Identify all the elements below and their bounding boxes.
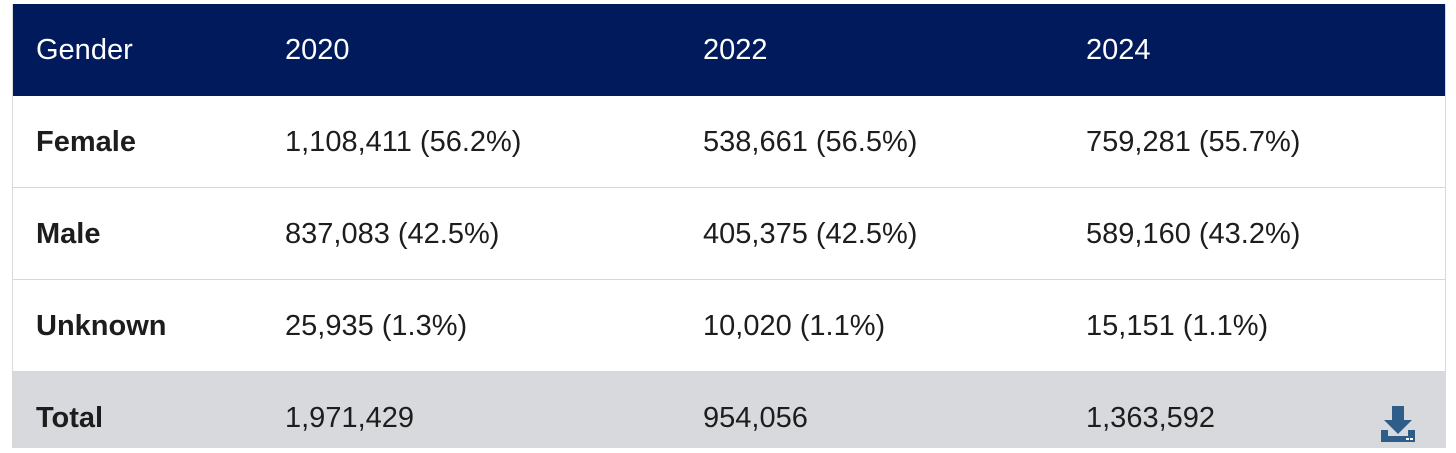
table-row: Unknown 25,935 (1.3%) 10,020 (1.1%) 15,1…	[13, 280, 1445, 372]
gender-table: Gender 2020 2022 2024 Female 1,108,411 (…	[12, 4, 1446, 448]
total-row: Total 1,971,429 954,056 1,363,592	[13, 372, 1445, 448]
download-icon	[1381, 406, 1415, 442]
total-2022: 954,056	[703, 402, 808, 434]
row-label: Unknown	[36, 310, 167, 342]
table-row: Female 1,108,411 (56.2%) 538,661 (56.5%)…	[13, 96, 1445, 188]
row-label: Male	[36, 218, 101, 250]
table-row: Male 837,083 (42.5%) 405,375 (42.5%) 589…	[13, 188, 1445, 280]
table-header-row: Gender 2020 2022 2024	[13, 4, 1445, 96]
row-label: Female	[36, 126, 136, 158]
cell-2024: 15,151 (1.1%)	[1086, 310, 1269, 342]
total-2020: 1,971,429	[285, 402, 415, 434]
cell-2020: 1,108,411 (56.2%)	[285, 126, 522, 158]
header-gender: Gender	[36, 34, 133, 66]
cell-2022: 405,375 (42.5%)	[703, 218, 918, 250]
cell-2024: 759,281 (55.7%)	[1086, 126, 1301, 158]
header-2020: 2020	[285, 34, 350, 66]
cell-2022: 538,661 (56.5%)	[703, 126, 918, 158]
total-label: Total	[36, 402, 104, 434]
total-2024: 1,363,592	[1086, 402, 1216, 434]
cell-2022: 10,020 (1.1%)	[703, 310, 886, 342]
header-2024: 2024	[1086, 34, 1151, 66]
download-button[interactable]	[1378, 400, 1418, 448]
cell-2020: 837,083 (42.5%)	[285, 218, 500, 250]
cell-2020: 25,935 (1.3%)	[285, 310, 468, 342]
header-2022: 2022	[703, 34, 768, 66]
cell-2024: 589,160 (43.2%)	[1086, 218, 1301, 250]
